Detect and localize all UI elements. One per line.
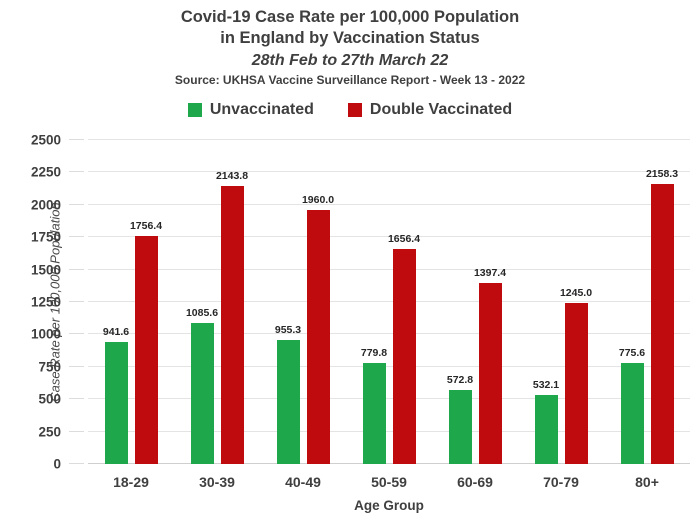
y-tick-mark xyxy=(69,333,84,335)
gridline xyxy=(88,365,690,367)
y-tick-label: 1250 xyxy=(30,294,61,310)
y-axis: 0 250 500 750 1000 1250 1500 1750 2000 2250 2500 xyxy=(0,133,88,472)
y-tick-label: 1500 xyxy=(30,262,61,278)
bar-unvaccinated-30-39: 1085.6 xyxy=(186,307,218,464)
y-tick-label: 500 xyxy=(38,391,61,407)
bar-groups: 941.6 1756.4 1085.6 2143.8 955.3 1960.0 779.8 1… xyxy=(88,140,690,464)
legend-label-unvaccinated: Unvaccinated xyxy=(209,101,314,118)
x-tick-label-60-69: 60-69 xyxy=(457,474,493,490)
bar-value-label: 1085.6 xyxy=(185,307,219,320)
bar-double-vaccinated-30-39: 2143.8 xyxy=(216,170,248,464)
bar-group-30-39: 1085.6 2143.8 xyxy=(174,140,260,464)
bar-unvaccinated-60-69: 572.8 xyxy=(447,374,473,464)
gridline xyxy=(88,139,690,140)
bar-value-label: 532.1 xyxy=(532,379,560,392)
gridline xyxy=(88,398,690,400)
gridline xyxy=(88,171,690,173)
legend-item-double-vaccinated: Double Vaccinated xyxy=(347,101,513,119)
bar-double-vaccinated-50-59: 1656.4 xyxy=(388,233,420,464)
chart-title-line-2: in England by Vaccination Status xyxy=(220,29,480,47)
chart-legend: Unvaccinated Double Vaccinated xyxy=(0,101,700,119)
y-tick-mark xyxy=(69,365,84,367)
bar-unvaccinated-50-59: 779.8 xyxy=(361,347,387,464)
y-tick-label: 2000 xyxy=(30,197,61,213)
y-tick-label: 1000 xyxy=(30,326,61,342)
plot-area: 941.6 1756.4 1085.6 2143.8 955.3 1960.0 779.8 1… xyxy=(88,139,690,464)
bar-group-18-29: 941.6 1756.4 xyxy=(88,140,174,464)
legend-label-double-vaccinated: Double Vaccinated xyxy=(369,101,513,118)
bar-value-label: 955.3 xyxy=(274,324,302,337)
y-tick-mark xyxy=(69,203,84,205)
bar-unvaccinated-80+: 775.6 xyxy=(619,347,645,464)
gridline xyxy=(88,236,690,238)
bar-double-vaccinated-60-69: 1397.4 xyxy=(474,267,506,464)
gridline xyxy=(88,430,690,432)
y-tick-label: 750 xyxy=(38,359,61,375)
y-tick-label: 2250 xyxy=(30,164,61,180)
bar-group-50-59: 779.8 1656.4 xyxy=(346,140,432,464)
x-tick-label-18-29: 18-29 xyxy=(113,474,149,490)
y-tick-mark xyxy=(69,139,84,140)
bar-group-80+: 775.6 2158.3 xyxy=(604,140,690,464)
bar-value-label: 2143.8 xyxy=(215,170,249,183)
bar-group-60-69: 572.8 1397.4 xyxy=(432,140,518,464)
chart-title-line-1: Covid-19 Case Rate per 100,000 Populatio… xyxy=(180,8,520,26)
bar-value-label: 775.6 xyxy=(618,347,646,360)
bar-value-label: 1960.0 xyxy=(301,193,335,206)
x-tick-label-80+: 80+ xyxy=(635,474,659,490)
y-tick-label: 250 xyxy=(38,424,61,440)
bar-double-vaccinated-70-79: 1245.0 xyxy=(560,287,592,464)
bar-group-70-79: 532.1 1245.0 xyxy=(518,140,604,464)
bar-unvaccinated-18-29: 941.6 xyxy=(103,326,129,464)
x-tick-label-40-49: 40-49 xyxy=(285,474,321,490)
bar-value-label: 779.8 xyxy=(360,346,388,359)
bar-double-vaccinated-18-29: 1756.4 xyxy=(130,220,162,464)
bar-value-label: 941.6 xyxy=(102,325,130,338)
y-tick-label: 1750 xyxy=(30,229,61,245)
x-axis-labels: 18-29 30-39 40-49 50-59 60-69 70-79 80+ xyxy=(88,474,690,490)
gridline xyxy=(88,333,690,335)
legend-item-unvaccinated: Unvaccinated xyxy=(187,101,314,119)
bar-unvaccinated-70-79: 532.1 xyxy=(533,379,559,464)
y-tick-mark xyxy=(69,430,84,432)
bar-double-vaccinated-80+: 2158.3 xyxy=(646,168,678,464)
y-tick-mark xyxy=(69,301,84,302)
y-tick-mark xyxy=(69,463,84,464)
chart-subtitle: 28th Feb to 27th March 22 xyxy=(251,52,449,69)
gridline xyxy=(88,301,690,302)
x-axis-title: Age Group xyxy=(354,498,424,513)
bar-value-label: 1245.0 xyxy=(559,286,593,299)
gridline xyxy=(88,268,690,270)
y-tick-label: 2500 xyxy=(30,132,61,148)
bar-unvaccinated-40-49: 955.3 xyxy=(275,324,301,464)
bar-value-label: 2158.3 xyxy=(645,168,679,181)
chart-source: Source: UKHSA Vaccine Surveillance Repor… xyxy=(174,73,526,87)
gridline xyxy=(88,203,690,205)
bar-value-label: 572.8 xyxy=(446,373,474,386)
y-tick-mark xyxy=(69,171,84,173)
y-tick-mark xyxy=(69,236,84,238)
y-tick-mark xyxy=(69,398,84,400)
bar-group-40-49: 955.3 1960.0 xyxy=(260,140,346,464)
legend-swatch-double-vaccinated xyxy=(347,103,362,117)
gridline xyxy=(88,463,690,464)
x-tick-label-50-59: 50-59 xyxy=(371,474,407,490)
bar-value-label: 1656.4 xyxy=(387,233,421,246)
bar-value-label: 1756.4 xyxy=(129,220,163,233)
x-tick-label-70-79: 70-79 xyxy=(543,474,579,490)
y-tick-mark xyxy=(69,268,84,270)
chart-header: Covid-19 Case Rate per 100,000 Populatio… xyxy=(0,7,700,89)
bar-value-label: 1397.4 xyxy=(473,266,507,279)
legend-swatch-unvaccinated xyxy=(187,103,202,117)
x-tick-label-30-39: 30-39 xyxy=(199,474,235,490)
bar-double-vaccinated-40-49: 1960.0 xyxy=(302,194,334,464)
y-tick-label: 0 xyxy=(53,456,61,472)
